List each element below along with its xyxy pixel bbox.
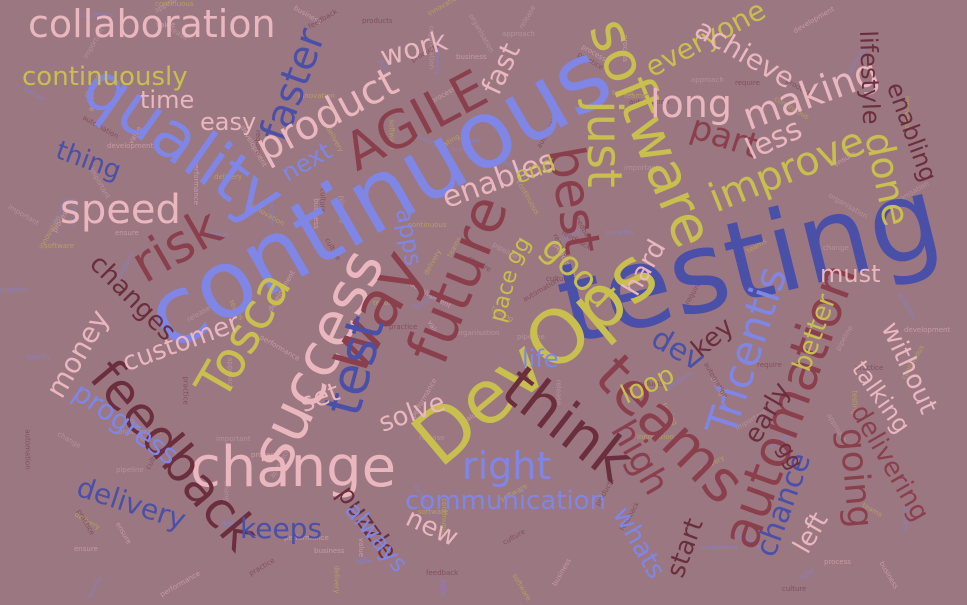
filler-word: approach <box>691 76 724 84</box>
filler-word: innovation <box>298 92 335 100</box>
filler-word: feedback <box>426 569 459 577</box>
filler-word: value <box>156 21 176 29</box>
word-lifestyle: lifestyle <box>854 29 886 125</box>
filler-word: continuous <box>155 0 194 8</box>
word-speed: speed <box>60 187 181 233</box>
word-time: time <box>140 86 195 114</box>
filler-word: development <box>791 5 836 36</box>
word-just: just <box>575 100 632 188</box>
filler-word: business <box>314 547 345 555</box>
word-communication: communication <box>405 486 607 516</box>
filler-word: ensure <box>74 545 98 553</box>
filler-word: automation <box>629 98 670 106</box>
filler-word: agile <box>463 137 480 145</box>
word-start: start <box>660 514 710 582</box>
filler-word: require <box>757 361 782 369</box>
filler-word: process <box>251 451 278 459</box>
filler-word: teams <box>612 89 634 97</box>
filler-word: business <box>550 557 573 588</box>
filler-word: organisation <box>456 329 500 337</box>
filler-word: delivery <box>214 173 243 181</box>
word-right: right <box>462 444 552 488</box>
word-must: must <box>820 260 881 288</box>
filler-word: process <box>824 558 851 566</box>
filler-word: innovation <box>637 433 674 441</box>
filler-word: ensure <box>113 520 133 546</box>
filler-word: agile <box>438 579 447 596</box>
filler-word: approach <box>502 30 535 38</box>
word-easy: easy <box>200 108 257 136</box>
filler-word: continuous <box>408 221 447 229</box>
filler-word: require <box>735 79 760 87</box>
word-collaboration: collaboration <box>28 2 276 46</box>
filler-word: business <box>877 560 900 591</box>
word-change: change <box>190 435 397 500</box>
filler-word: agile <box>796 566 816 582</box>
filler-word: problem <box>200 231 229 239</box>
filler-word: organisation <box>118 428 162 436</box>
filler-word: culture <box>782 585 807 593</box>
filler-word: deliver <box>450 146 474 154</box>
filler-word: important <box>216 435 251 443</box>
filler-word: release <box>419 434 445 442</box>
filler-word: customers <box>76 11 113 19</box>
filler-word: practice <box>389 323 418 331</box>
filler-word: change <box>55 430 83 450</box>
filler-word: culture <box>501 527 527 547</box>
word-continuously: continuously <box>22 62 188 92</box>
filler-word: ensure <box>115 229 139 237</box>
filler-word: development <box>107 142 154 150</box>
filler-word: important <box>6 202 41 228</box>
filler-word: performance <box>284 534 329 542</box>
filler-word: delivery <box>332 565 341 594</box>
filler-word: products <box>633 380 664 388</box>
filler-word: products <box>362 17 393 25</box>
filler-word: problem <box>896 291 918 321</box>
filler-word: benefits <box>606 229 635 237</box>
filler-word: practice <box>855 364 884 372</box>
filler-word: software <box>418 508 449 516</box>
filler-word: organisation <box>466 12 496 55</box>
filler-word: quality <box>27 353 51 361</box>
filler-word: customers <box>701 544 738 552</box>
filler-word: pipeline <box>517 333 545 341</box>
filler-word: important <box>624 164 659 172</box>
filler-word: release <box>517 4 538 31</box>
filler-word: change <box>823 244 849 252</box>
filler-word: deliver <box>221 520 245 528</box>
filler-word: teams <box>624 92 646 100</box>
filler-word: development <box>904 326 951 334</box>
filler-word: problem <box>0 286 29 294</box>
filler-word: testing <box>373 299 398 307</box>
filler-word: software <box>44 242 75 250</box>
filler-word: performance <box>158 569 202 599</box>
word-life: life <box>522 345 559 373</box>
filler-word: feedback <box>306 7 339 31</box>
filler-word: software <box>510 572 533 603</box>
filler-word: pipeline <box>116 466 144 474</box>
word-keeps: keeps <box>240 512 323 545</box>
filler-word: business <box>456 53 487 61</box>
filler-word: quality <box>85 574 104 600</box>
filler-word: practice <box>247 556 277 578</box>
filler-word: agile <box>355 557 372 565</box>
filler-word: innovation <box>426 0 463 18</box>
filler-word: automation <box>23 429 32 470</box>
word-long: long <box>650 82 733 126</box>
filler-word: culture <box>546 275 571 283</box>
